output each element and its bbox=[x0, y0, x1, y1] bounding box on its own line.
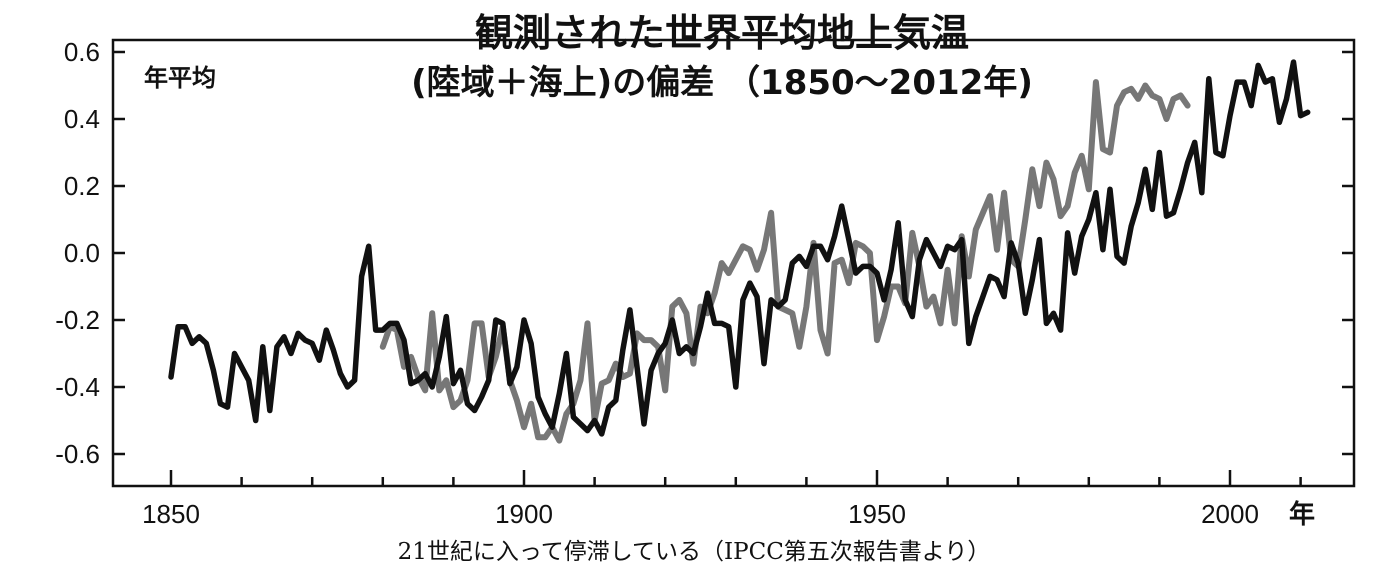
chart-title-line1: 観測された世界平均地上気温 bbox=[475, 11, 969, 55]
chart-caption: 21世紀に入って停滞している（IPCC第五次報告書より） bbox=[398, 539, 991, 565]
series-line-black bbox=[168, 59, 1311, 437]
y-tick-label: -0.6 bbox=[55, 439, 100, 469]
series-layer bbox=[168, 59, 1311, 444]
x-tick-label: 2000 bbox=[1201, 499, 1259, 529]
y-axis: -0.6 -0.4 -0.2 0.0 0.2 0.4 0.6 bbox=[55, 37, 1354, 469]
y-tick-label: 0.4 bbox=[64, 104, 100, 134]
x-tick-label: 1950 bbox=[848, 499, 906, 529]
x-tick-label: 1850 bbox=[142, 499, 200, 529]
y-tick-label: 0.2 bbox=[64, 171, 100, 201]
x-tick-label: 1900 bbox=[495, 499, 553, 529]
x-axis: 1850 1900 1950 2000 bbox=[142, 470, 1302, 529]
y-tick-label: 0.0 bbox=[64, 238, 100, 268]
x-axis-unit-label: 年 bbox=[1289, 499, 1315, 529]
y-tick-label: -0.2 bbox=[55, 305, 100, 335]
y-tick-label: -0.4 bbox=[55, 372, 100, 402]
y-tick-label: 0.6 bbox=[64, 37, 100, 67]
plot-frame bbox=[111, 38, 1356, 488]
series-line-gray bbox=[379, 79, 1191, 444]
inset-label: 年平均 bbox=[144, 64, 216, 92]
chart-title-line2: (陸域＋海上)の偏差 （1850～2012年) bbox=[411, 63, 1033, 103]
